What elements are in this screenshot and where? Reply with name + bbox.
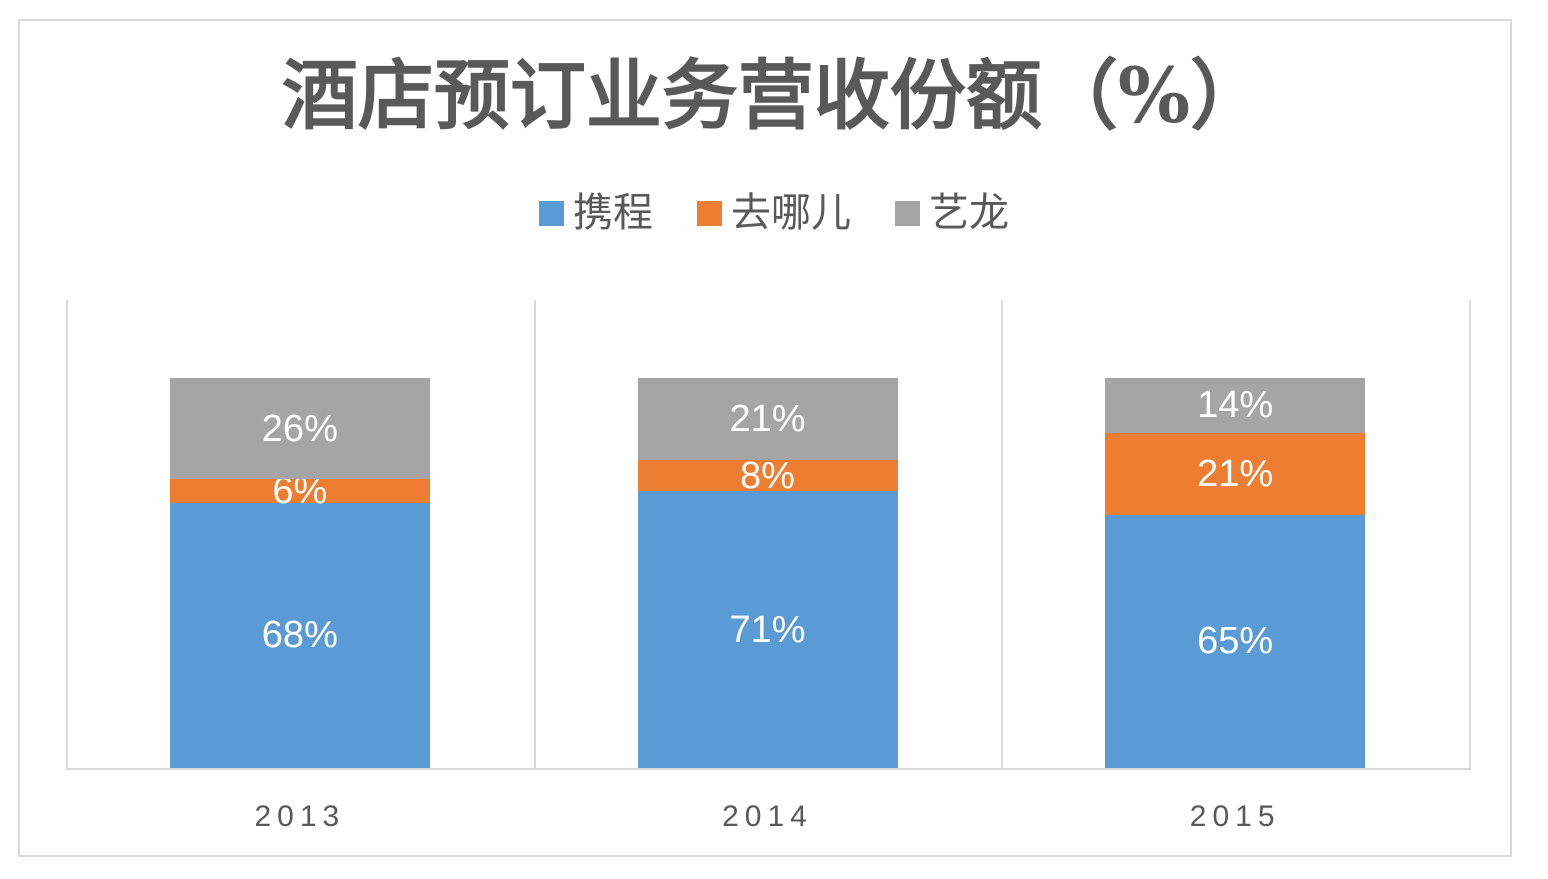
- bar-segment-ctrip-2014: 71%: [637, 491, 898, 768]
- legend-label-elong: 艺龙: [929, 190, 1009, 236]
- bar-segment-ctrip-2015: 65%: [1105, 514, 1366, 768]
- bar-2013: 68% 6% 26%: [169, 378, 430, 768]
- x-axis-label-2015: 2015: [1189, 800, 1281, 833]
- bar-segment-qunar-2014: 8%: [637, 457, 898, 495]
- legend-item-elong: 艺龙: [895, 193, 1009, 233]
- bar-segment-ctrip-2013: 68%: [169, 502, 430, 768]
- vertical-gridline: [1001, 300, 1004, 768]
- bar-segment-elong-2013: 26%: [169, 378, 430, 480]
- data-label-qunar-2015: 21%: [1197, 452, 1274, 495]
- data-label-ctrip-2013: 68%: [261, 614, 338, 657]
- bar-segment-elong-2014: 21%: [637, 378, 898, 460]
- x-axis-label-2013: 2013: [254, 800, 346, 833]
- x-axis-label-2014: 2014: [722, 800, 813, 833]
- legend-swatch-elong: [895, 200, 920, 226]
- x-axis-line: [66, 768, 1471, 770]
- data-label-ctrip-2015: 65%: [1197, 620, 1274, 663]
- bar-segment-qunar-2013: 6%: [169, 472, 430, 510]
- legend-swatch-qunar: [697, 200, 722, 226]
- legend-label-qunar: 去哪儿: [731, 190, 851, 236]
- vertical-gridline: [533, 300, 536, 768]
- data-label-elong-2014: 21%: [729, 397, 806, 440]
- bar-segment-elong-2015: 14%: [1105, 378, 1366, 433]
- data-label-elong-2013: 26%: [261, 407, 338, 450]
- vertical-gridline: [66, 300, 68, 768]
- legend-swatch-ctrip: [539, 200, 564, 226]
- bar-2015: 65% 21% 14%: [1105, 378, 1366, 768]
- vertical-gridline: [1469, 300, 1471, 768]
- bar-2014: 71% 8% 21%: [637, 378, 898, 768]
- bar-segment-qunar-2015: 21%: [1105, 432, 1366, 515]
- data-label-qunar-2014: 8%: [740, 454, 795, 497]
- legend: 携程 去哪儿 艺龙: [0, 193, 1548, 233]
- data-label-ctrip-2014: 71%: [729, 608, 806, 651]
- legend-label-ctrip: 携程: [573, 190, 653, 236]
- chart-title: 酒店预订业务营收份额（%）: [281, 51, 1267, 140]
- legend-item-ctrip: 携程: [539, 193, 653, 233]
- legend-item-qunar: 去哪儿: [697, 193, 851, 233]
- data-label-elong-2015: 14%: [1197, 384, 1274, 427]
